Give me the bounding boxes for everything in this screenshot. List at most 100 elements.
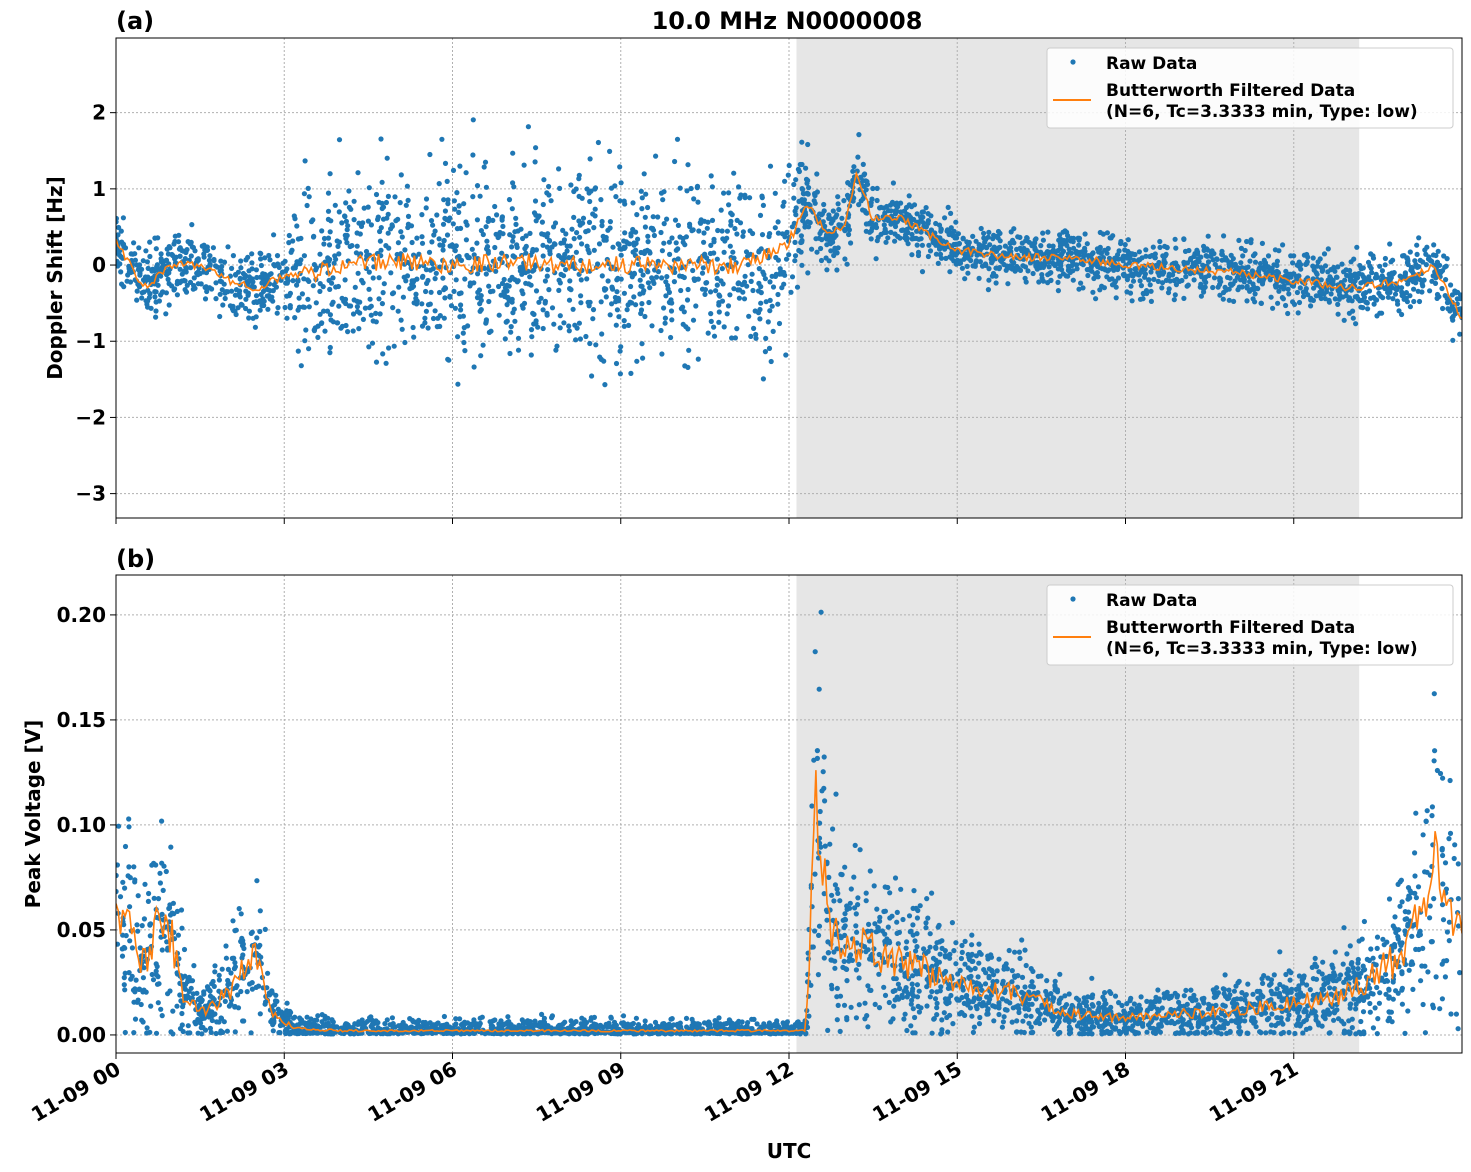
raw-data-point	[1137, 278, 1143, 284]
raw-data-point	[677, 273, 683, 279]
raw-data-point	[691, 276, 697, 282]
raw-data-point	[533, 318, 539, 324]
panel-a-label: (a)	[116, 7, 154, 35]
raw-data-point	[441, 237, 447, 244]
raw-data-point	[478, 307, 484, 313]
raw-data-point	[398, 317, 404, 323]
raw-data-point	[1335, 311, 1341, 317]
raw-data-point	[1311, 285, 1317, 291]
x-tick-label: 11-09 21	[1205, 1057, 1303, 1127]
raw-data-point	[253, 314, 259, 320]
raw-data-point	[274, 253, 281, 259]
raw-data-point	[1130, 273, 1136, 279]
raw-data-point	[1119, 1002, 1125, 1009]
raw-data-point	[916, 1009, 923, 1015]
raw-data-point	[347, 243, 353, 250]
raw-data-point	[962, 276, 968, 282]
raw-data-point	[665, 286, 671, 292]
raw-data-point	[944, 227, 951, 233]
raw-data-point	[523, 243, 529, 249]
raw-data-point	[302, 158, 308, 164]
raw-data-point	[290, 278, 296, 284]
raw-data-point	[669, 317, 675, 323]
raw-data-point	[1276, 248, 1282, 254]
raw-data-point	[422, 315, 428, 321]
raw-data-point	[909, 231, 915, 238]
raw-data-point	[1321, 251, 1328, 257]
raw-data-point	[1290, 260, 1296, 266]
raw-data-point	[781, 199, 787, 205]
raw-data-point	[1038, 243, 1044, 249]
y-axis-label-b: Peak Voltage [V]	[21, 720, 45, 909]
raw-data-point	[253, 293, 260, 299]
raw-data-point	[775, 219, 781, 225]
raw-data-point	[590, 316, 596, 322]
raw-data-point	[934, 1000, 940, 1007]
raw-data-point	[1000, 1019, 1007, 1025]
raw-data-point	[1066, 246, 1072, 252]
raw-data-point	[1159, 280, 1166, 286]
raw-data-point	[799, 139, 805, 145]
raw-data-point	[917, 903, 923, 909]
raw-data-point	[1325, 246, 1331, 252]
raw-data-point	[1274, 1015, 1280, 1021]
raw-data-point	[131, 240, 137, 246]
raw-data-point	[1440, 917, 1447, 923]
raw-data-point	[1360, 305, 1366, 311]
raw-data-point	[796, 247, 802, 254]
raw-data-point	[284, 280, 290, 286]
raw-data-point	[1232, 278, 1238, 284]
raw-data-point	[610, 244, 616, 250]
raw-data-point	[484, 238, 490, 244]
y-tick-label: 0.00	[57, 1023, 106, 1047]
raw-data-point	[1059, 251, 1065, 257]
raw-data-point	[645, 204, 651, 211]
raw-data-point	[211, 983, 217, 990]
raw-data-point	[1296, 1014, 1302, 1020]
raw-data-point	[763, 299, 769, 305]
raw-data-point	[1040, 237, 1046, 243]
raw-data-point	[137, 262, 143, 268]
raw-data-point	[1070, 239, 1076, 245]
raw-data-point	[332, 202, 338, 208]
raw-data-point	[1212, 261, 1218, 267]
raw-data-point	[1205, 233, 1211, 239]
raw-data-point	[286, 232, 292, 239]
raw-data-point	[1412, 873, 1418, 879]
raw-data-point	[434, 324, 440, 330]
raw-data-point	[983, 237, 989, 243]
raw-data-point	[440, 275, 446, 281]
raw-data-point	[861, 183, 867, 189]
raw-data-point	[1150, 244, 1156, 250]
raw-data-point	[478, 228, 484, 234]
raw-data-point	[315, 334, 321, 340]
raw-data-point	[740, 229, 747, 235]
raw-data-point	[1283, 302, 1289, 309]
legend-filtered-label: Butterworth Filtered Data	[1106, 81, 1355, 101]
raw-data-point	[613, 194, 619, 200]
raw-data-point	[646, 299, 652, 306]
raw-data-point	[471, 364, 477, 370]
raw-data-point	[1235, 287, 1241, 293]
raw-data-point	[301, 253, 307, 259]
raw-data-point	[1288, 253, 1294, 259]
raw-data-point	[369, 340, 376, 346]
raw-data-point	[587, 340, 593, 347]
raw-data-point	[201, 242, 207, 248]
raw-data-point	[410, 324, 416, 331]
raw-data-point	[191, 963, 197, 969]
raw-data-point	[1285, 286, 1291, 292]
raw-data-point	[485, 250, 491, 256]
raw-data-point	[540, 325, 546, 332]
raw-data-point	[590, 307, 597, 313]
raw-data-point	[844, 1017, 850, 1023]
raw-data-point	[118, 269, 124, 275]
raw-data-point	[212, 963, 218, 969]
raw-data-point	[477, 193, 483, 199]
raw-data-point	[483, 271, 489, 277]
raw-data-point	[1031, 244, 1037, 250]
raw-data-point	[229, 265, 235, 271]
raw-data-point	[1296, 299, 1303, 306]
raw-data-point	[475, 289, 481, 295]
raw-data-point	[295, 348, 301, 354]
